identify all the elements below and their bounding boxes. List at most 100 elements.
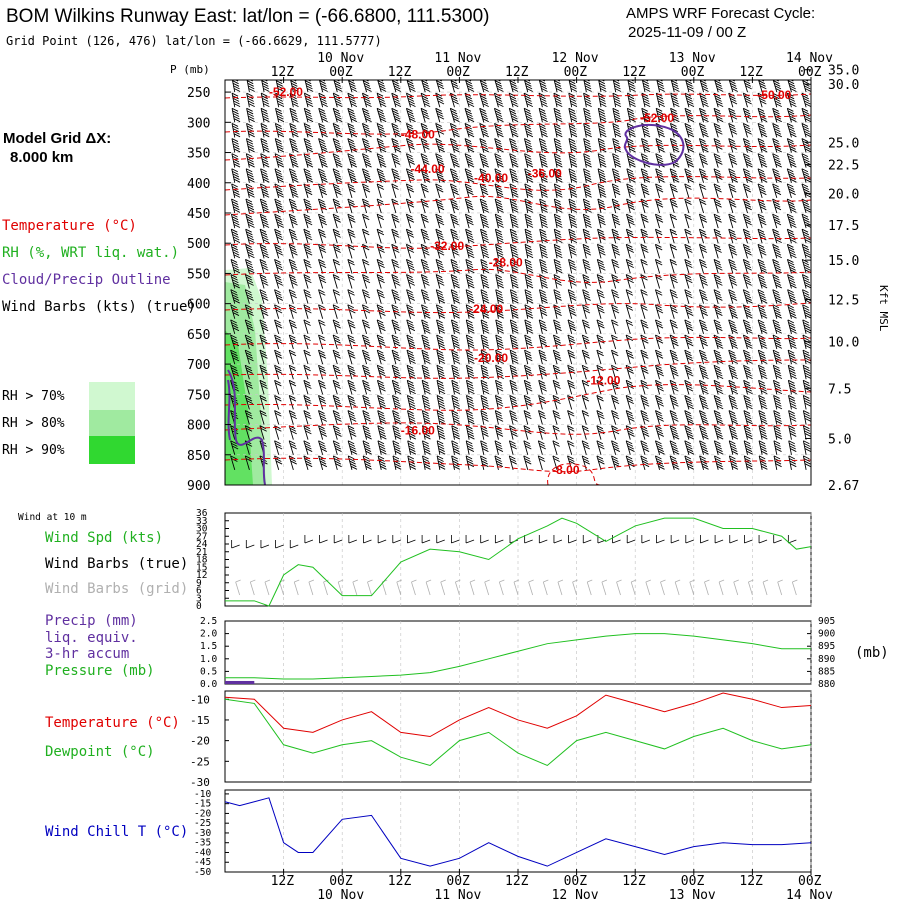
wind-barb-flag — [231, 201, 239, 205]
wind-barb-flag — [496, 400, 503, 405]
wind-barb — [494, 168, 499, 183]
wind-barb-flag — [481, 173, 488, 178]
wind-barb-flag — [757, 138, 765, 142]
wind-barb-flag — [510, 143, 518, 148]
wind-barb-flag — [717, 465, 724, 470]
wind-barb-flag — [481, 339, 489, 344]
wind-barb-flag — [464, 168, 472, 173]
wind-barb-flag — [701, 297, 708, 301]
wind-barb — [640, 304, 646, 319]
wind-barb-flag — [759, 385, 767, 389]
wind-barb — [407, 410, 412, 425]
wind-barb-flag — [614, 103, 622, 108]
wind-barb — [303, 334, 309, 350]
wind-barb-flag — [406, 289, 413, 294]
wind-barb-flag — [612, 291, 619, 296]
wind-barb-flag — [437, 113, 444, 117]
wind-barb — [347, 425, 353, 440]
wind-barb-flag — [730, 97, 737, 102]
wind-barb-flag — [274, 183, 282, 188]
wind-barb-flag — [260, 107, 268, 112]
wind-barb-flag — [289, 427, 297, 432]
wind-barb-flag — [745, 433, 753, 437]
wind-barb-flag — [670, 125, 678, 130]
wind-barb-flag — [334, 113, 341, 117]
wind-barb-flag — [612, 279, 620, 284]
wind-barb — [480, 410, 485, 425]
wind-barb-flag — [714, 458, 722, 462]
wind-barb-flag — [582, 337, 590, 341]
wind-barb-flag — [379, 387, 386, 392]
wind-barb-flag — [481, 191, 489, 196]
wind-barb-flag — [319, 143, 327, 148]
wind-barb-flag — [289, 201, 297, 205]
wind-barb — [406, 289, 411, 304]
wind-barb-flag — [583, 306, 590, 311]
wind-barb-flag — [464, 153, 472, 158]
wind-barb-flag — [274, 410, 281, 414]
wind-barb-flag — [495, 201, 502, 205]
wind-barb-flag — [597, 352, 604, 357]
wind-barb — [669, 168, 675, 183]
wind-barb — [303, 425, 309, 440]
wind-barb-flag — [612, 231, 619, 236]
wind-barb-flag — [584, 188, 591, 193]
wind-barb-flag — [613, 113, 621, 117]
wind-barb-flag — [627, 234, 635, 238]
wind-barb-flag — [347, 153, 354, 158]
wind-barb-flag — [480, 216, 488, 221]
wind-barb-flag — [701, 312, 708, 316]
wind-barb-flag — [259, 228, 267, 233]
wind-barb-flag — [758, 186, 765, 190]
wind-barb-flag — [760, 344, 768, 349]
wind-barb-flag — [716, 281, 723, 286]
wind-barb-flag — [452, 85, 459, 90]
wind-barb — [626, 183, 631, 198]
wind-barb-flag — [730, 173, 737, 178]
wind-barb — [713, 244, 719, 259]
wind-barb-flag — [232, 281, 240, 286]
wind-barb — [669, 380, 675, 395]
wind-barb-flag — [745, 430, 752, 435]
wind-barb-flag — [552, 455, 560, 460]
wind-barb-flag — [260, 123, 268, 127]
wind-barb-flag — [669, 259, 677, 263]
wind-barb-flag — [555, 251, 563, 256]
wind-barb-flag — [700, 234, 708, 238]
wind-barb-flag — [319, 216, 326, 221]
wind-barb-flag — [232, 327, 240, 332]
wind-barb-flag — [482, 299, 490, 304]
wind-barb-flag — [643, 118, 651, 123]
wind-barb-flag — [509, 123, 516, 127]
wind-barb-flag — [583, 92, 590, 97]
wind-barb-flag — [570, 176, 577, 180]
wind-barb-flag — [260, 198, 267, 203]
wind-barb-flag — [231, 339, 239, 344]
wind-barb-flag — [744, 97, 752, 102]
wind-barb-flag — [614, 176, 621, 180]
wind-barb-flag — [511, 130, 518, 135]
wind-barb-flag — [713, 379, 721, 384]
wind-barb-flag — [451, 188, 459, 193]
wind-barb — [539, 214, 543, 229]
wind-barb — [509, 395, 514, 410]
wind-barb-flag — [556, 118, 563, 123]
wind-barb-flag — [233, 193, 241, 198]
wind-barb-flag — [380, 435, 387, 440]
wind-barb-flag — [713, 183, 721, 188]
wind-barb-flag — [333, 216, 341, 221]
wind-barb-flag — [263, 118, 270, 123]
wind-barb-flag — [657, 372, 664, 377]
wind-barb-flag — [288, 455, 296, 460]
wind-barb — [465, 213, 470, 229]
wind-barb — [347, 319, 353, 335]
wind-barb-flag — [714, 216, 722, 221]
wind-barb-flag — [670, 138, 677, 142]
wind-barb-flag — [496, 145, 503, 150]
wind-barb — [669, 244, 675, 259]
wind-barb — [684, 123, 690, 138]
wind-barb-flag — [670, 155, 678, 160]
wind-barb-flag — [437, 367, 444, 372]
wind-barb-flag — [452, 354, 459, 359]
wind-barb-flag — [540, 128, 547, 133]
